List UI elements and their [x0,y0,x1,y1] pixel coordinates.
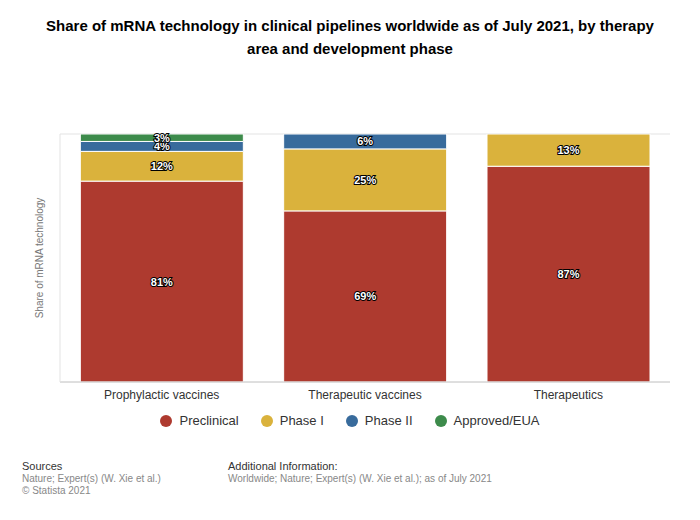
svg-text:81%: 81% [151,276,173,288]
html-text:Phase II: Phase II [364,413,413,428]
svg-text:Therapeutic vaccines: Therapeutic vaccines [308,388,421,402]
svg-text:6%: 6% [357,135,373,147]
svg-text:13%: 13% [557,144,579,156]
html-text:Additional Information:: Additional Information: [228,460,338,472]
html-text:Share of mRNA technology in cl: Share of mRNA technology in clinical pip… [46,17,654,57]
svg-text:3%: 3% [154,132,170,144]
svg-text:12%: 12% [151,160,173,172]
html-text:Nature; Expert(s) (W. Xie et a: Nature; Expert(s) (W. Xie et al.) [22,473,161,484]
svg-text:25%: 25% [354,174,376,186]
svg-text:87%: 87% [557,268,579,280]
html-text:Approved/EUA: Approved/EUA [453,413,540,428]
svg-text:Prophylactic vaccines: Prophylactic vaccines [104,388,219,402]
svg-text:Therapeutics: Therapeutics [534,388,603,402]
html-text:Worldwide; Nature; Expert(s) (: Worldwide; Nature; Expert(s) (W. Xie et … [228,473,492,484]
html-text:Phase I: Phase I [279,413,324,428]
html-text:© Statista 2021: © Statista 2021 [22,485,91,496]
html-text:Preclinical: Preclinical [179,413,239,428]
svg-text:69%: 69% [354,290,376,302]
svg-text:4%: 4% [153,140,170,153]
svg-text:Share of mRNA technology: Share of mRNA technology [34,198,45,319]
html-text:Sources: Sources [22,460,63,472]
